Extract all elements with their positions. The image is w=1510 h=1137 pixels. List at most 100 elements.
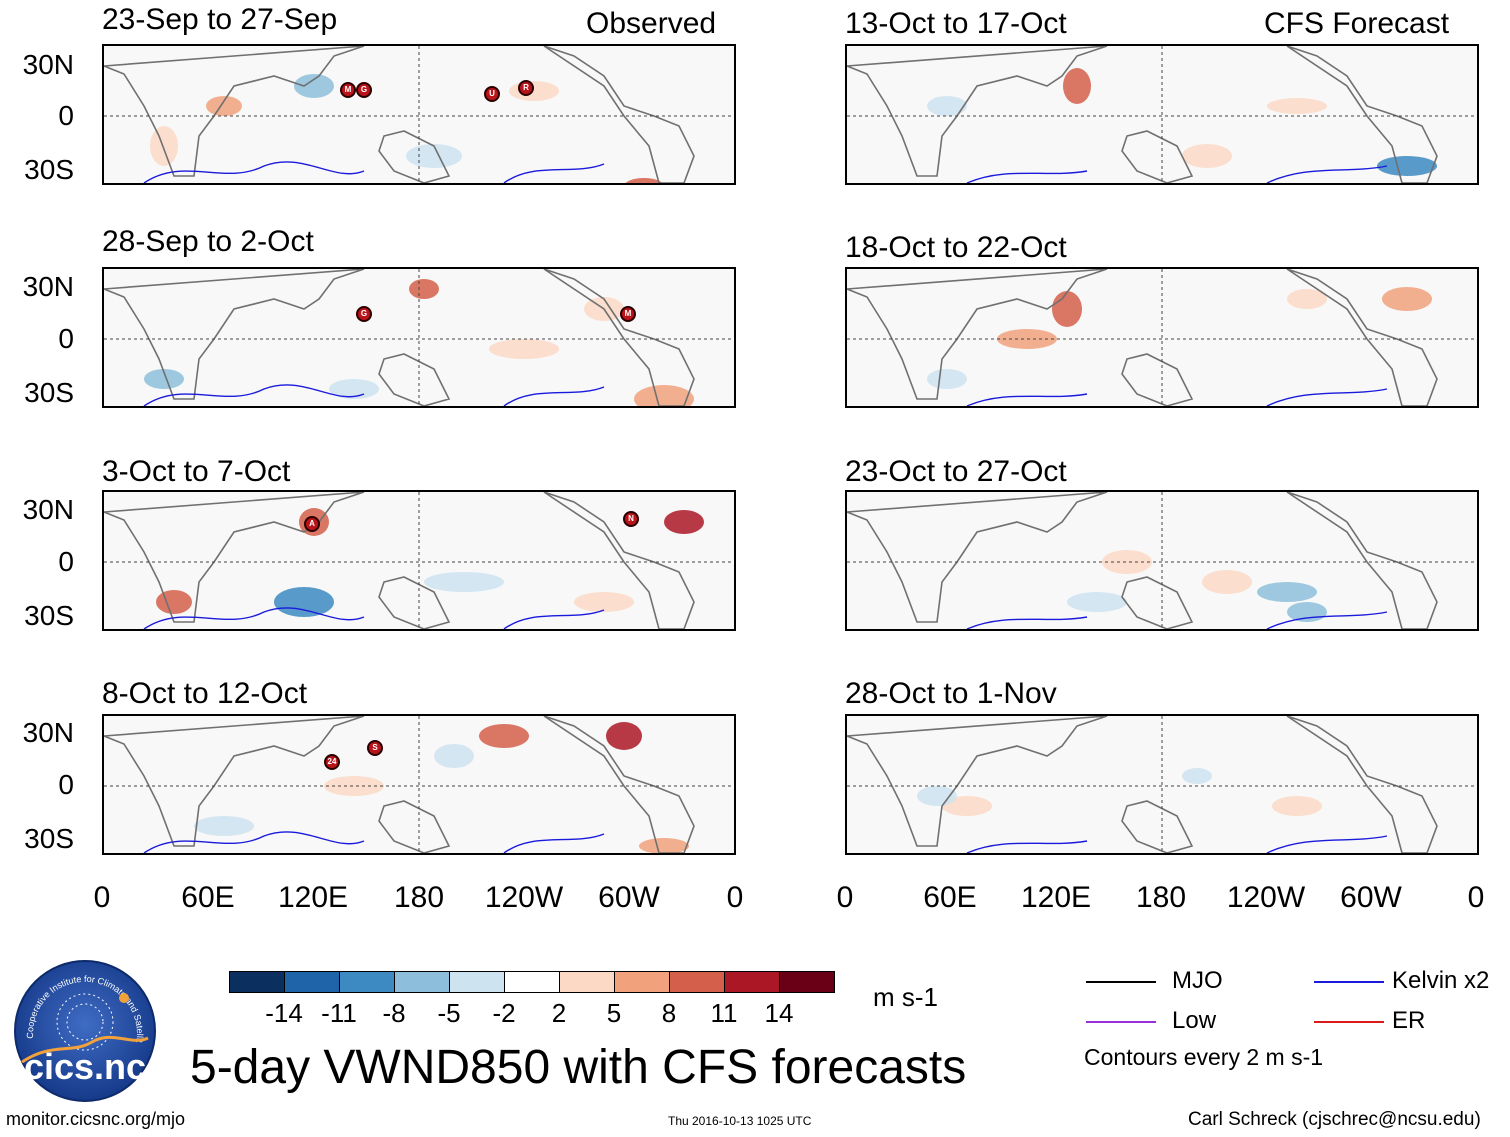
map-panel-fc-2 (845, 267, 1479, 408)
anomaly-blob (509, 81, 559, 101)
colorbar-swatch (284, 971, 340, 993)
anomaly-blob (625, 178, 663, 183)
panel-title-obs-2: 28-Sep to 2-Oct (102, 225, 314, 258)
lon-label: 180 (1135, 881, 1187, 914)
panel-title-obs-4: 8-Oct to 12-Oct (102, 677, 308, 710)
lat-label: 0 (58, 769, 74, 800)
lon-label: 0 (726, 881, 744, 914)
storm-marker: U (484, 86, 500, 102)
anomaly-blob (917, 786, 957, 806)
anomaly-blob (1272, 796, 1322, 816)
panel-title-obs-3: 3-Oct to 7-Oct (102, 455, 291, 488)
lat-label: 0 (58, 546, 74, 577)
lon-label: 0 (93, 881, 111, 914)
anomaly-blob (409, 279, 439, 299)
map-panel-obs-2 (102, 267, 736, 408)
anomaly-blob (479, 724, 529, 748)
anomaly-blob (639, 838, 689, 853)
storm-marker: G (356, 306, 372, 322)
colorbar-swatch (449, 971, 505, 993)
cics-logo: Cooperative Institute for Climate and Sa… (9, 950, 158, 1104)
map-panel-fc-3 (845, 490, 1479, 631)
colorbar-swatch (559, 971, 615, 993)
lon-label: 60E (181, 881, 235, 914)
storm-marker: A (304, 516, 320, 532)
main-title: 5-day VWND850 with CFS forecasts (190, 1041, 967, 1094)
legend-mjo-line (1086, 981, 1156, 983)
legend-low-line (1086, 1021, 1156, 1023)
lat-label: 30S (24, 600, 74, 631)
legend-er-line (1314, 1021, 1384, 1023)
lat-label: 30N (22, 494, 74, 525)
anomaly-blob (664, 510, 704, 534)
colorbar-tick-label: 5 (606, 998, 622, 1028)
map-panel-obs-1 (102, 44, 736, 185)
map-field (847, 716, 1477, 853)
kelvin-contour (143, 161, 605, 183)
anomaly-blob (1267, 98, 1327, 114)
storm-marker: M (620, 306, 636, 322)
footer-timestamp: Thu 2016-10-13 1025 UTC (668, 1114, 812, 1128)
colorbar-tick-label: -2 (492, 998, 516, 1028)
anomaly-blob (274, 587, 334, 617)
colorbar-swatch (504, 971, 560, 993)
map-panel-obs-4 (102, 714, 736, 855)
map-field (104, 492, 734, 629)
map-field (847, 46, 1477, 183)
kelvin-contour (143, 831, 605, 853)
anomaly-blob (329, 379, 379, 399)
storm-marker: M (340, 82, 356, 98)
anomaly-blob (206, 96, 242, 116)
panel-title-obs-1: 23-Sep to 27-Sep (102, 3, 338, 36)
footer-url[interactable]: monitor.cicsnc.org/mjo (6, 1109, 186, 1129)
anomaly-blob (150, 126, 178, 166)
anomaly-blob (294, 74, 334, 98)
colorbar-swatch (394, 971, 450, 993)
legend-er-label: ER (1392, 1007, 1426, 1034)
colorbar-swatch (724, 971, 780, 993)
colorbar-swatch (669, 971, 725, 993)
storm-marker: R (518, 80, 534, 96)
map-field (104, 46, 734, 183)
lat-label: 30S (24, 377, 74, 408)
anomaly-blob (927, 96, 967, 116)
storm-marker: N (623, 511, 639, 527)
lat-label: 0 (58, 100, 74, 131)
panel-title-fc-4: 28-Oct to 1-Nov (845, 677, 1057, 710)
lon-label: 0 (1467, 881, 1485, 914)
map-panel-obs-3 (102, 490, 736, 631)
legend-mjo-label: MJO (1172, 967, 1223, 994)
panel-title-fc-3: 23-Oct to 27-Oct (845, 455, 1067, 488)
anomaly-blob (324, 776, 384, 796)
anomaly-blob (144, 369, 184, 389)
lon-label: 0 (836, 881, 854, 914)
anomaly-blob (434, 744, 474, 768)
anomaly-blob (574, 592, 634, 612)
kelvin-contour (143, 607, 605, 629)
storm-marker: G (356, 82, 372, 98)
anomaly-blob (156, 590, 192, 614)
coastline (847, 46, 1438, 183)
kelvin-contour (143, 384, 605, 406)
forecast-label: CFS Forecast (1264, 7, 1450, 40)
anomaly-blob (1182, 768, 1212, 784)
observed-label: Observed (586, 7, 717, 40)
lon-label: 120E (1020, 881, 1092, 914)
anomaly-blob (634, 385, 694, 406)
anomaly-blob (194, 816, 254, 836)
storm-marker: S (367, 740, 383, 756)
coastline (104, 46, 695, 183)
anomaly-blob (406, 144, 462, 168)
colorbar-tick-label: 8 (661, 998, 677, 1028)
lat-label: 30N (22, 49, 74, 80)
anomaly-blob (1182, 144, 1232, 168)
colorbar-units: m s-1 (873, 982, 938, 1012)
legend-kelvin-label: Kelvin x2 (1392, 967, 1490, 994)
anomaly-blob (424, 572, 504, 592)
anomaly-blob (1067, 592, 1127, 612)
colorbar-tick-label: -8 (382, 998, 406, 1028)
anomaly-blob (489, 339, 559, 359)
anomaly-blob (1257, 582, 1317, 602)
panel-title-fc-1: 13-Oct to 17-Oct (845, 7, 1067, 40)
logo-text: cics.nc (23, 1046, 147, 1087)
